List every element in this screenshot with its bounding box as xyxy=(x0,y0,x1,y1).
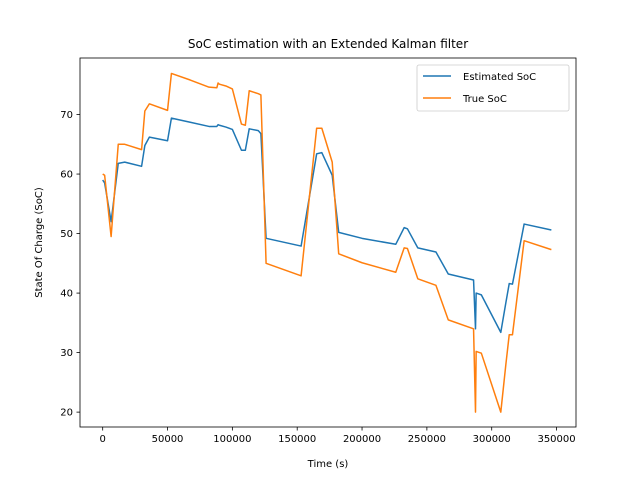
plot-area-frame xyxy=(79,57,577,428)
x-axis-label: Time (s) xyxy=(307,459,349,470)
y-tick-label: 60 xyxy=(60,170,73,181)
series-line-estimated-soc xyxy=(102,117,552,334)
y-tick-label: 70 xyxy=(60,110,73,121)
x-tick-label: 100000 xyxy=(213,434,251,445)
legend-label-true: True SoC xyxy=(462,94,507,105)
legend-box xyxy=(416,64,570,112)
x-tick-label: 50000 xyxy=(152,434,184,445)
x-tick-label: 0 xyxy=(100,434,106,445)
x-tick-label: 350000 xyxy=(537,434,575,445)
y-axis-label: State Of Charge (SoC) xyxy=(34,187,45,298)
y-tick-label: 30 xyxy=(60,348,73,359)
x-tick-label: 300000 xyxy=(473,434,511,445)
series-line-true-soc xyxy=(102,72,552,413)
y-tick-label: 50 xyxy=(60,229,73,240)
x-tick-label: 150000 xyxy=(278,434,316,445)
legend-label-estimated: Estimated SoC xyxy=(463,72,536,83)
legend: Estimated SoC True SoC xyxy=(416,64,570,112)
chart-title: SoC estimation with an Extended Kalman f… xyxy=(188,37,468,51)
x-tick-label: 200000 xyxy=(343,434,381,445)
x-axis: 0 50000 100000 150000 200000 250000 300000 3500… xyxy=(100,427,576,445)
series-layer xyxy=(102,72,552,413)
y-tick-label: 20 xyxy=(60,408,73,419)
x-tick-label: 250000 xyxy=(408,434,446,445)
y-tick-label: 40 xyxy=(60,289,73,300)
y-axis: 20 30 40 50 60 70 xyxy=(60,110,80,419)
